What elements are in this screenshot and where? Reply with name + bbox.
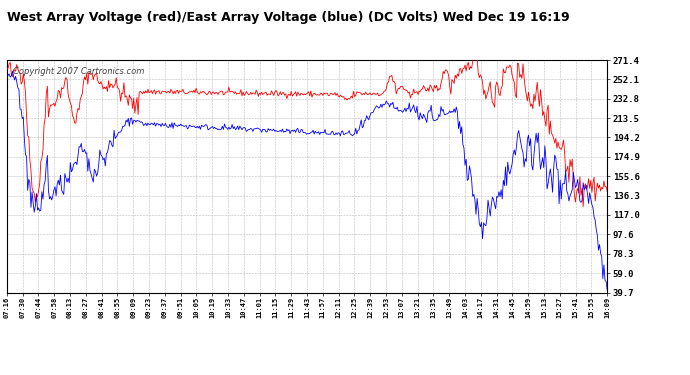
Text: West Array Voltage (red)/East Array Voltage (blue) (DC Volts) Wed Dec 19 16:19: West Array Voltage (red)/East Array Volt… <box>7 11 569 24</box>
Text: Copyright 2007 Cartronics.com: Copyright 2007 Cartronics.com <box>13 67 144 76</box>
